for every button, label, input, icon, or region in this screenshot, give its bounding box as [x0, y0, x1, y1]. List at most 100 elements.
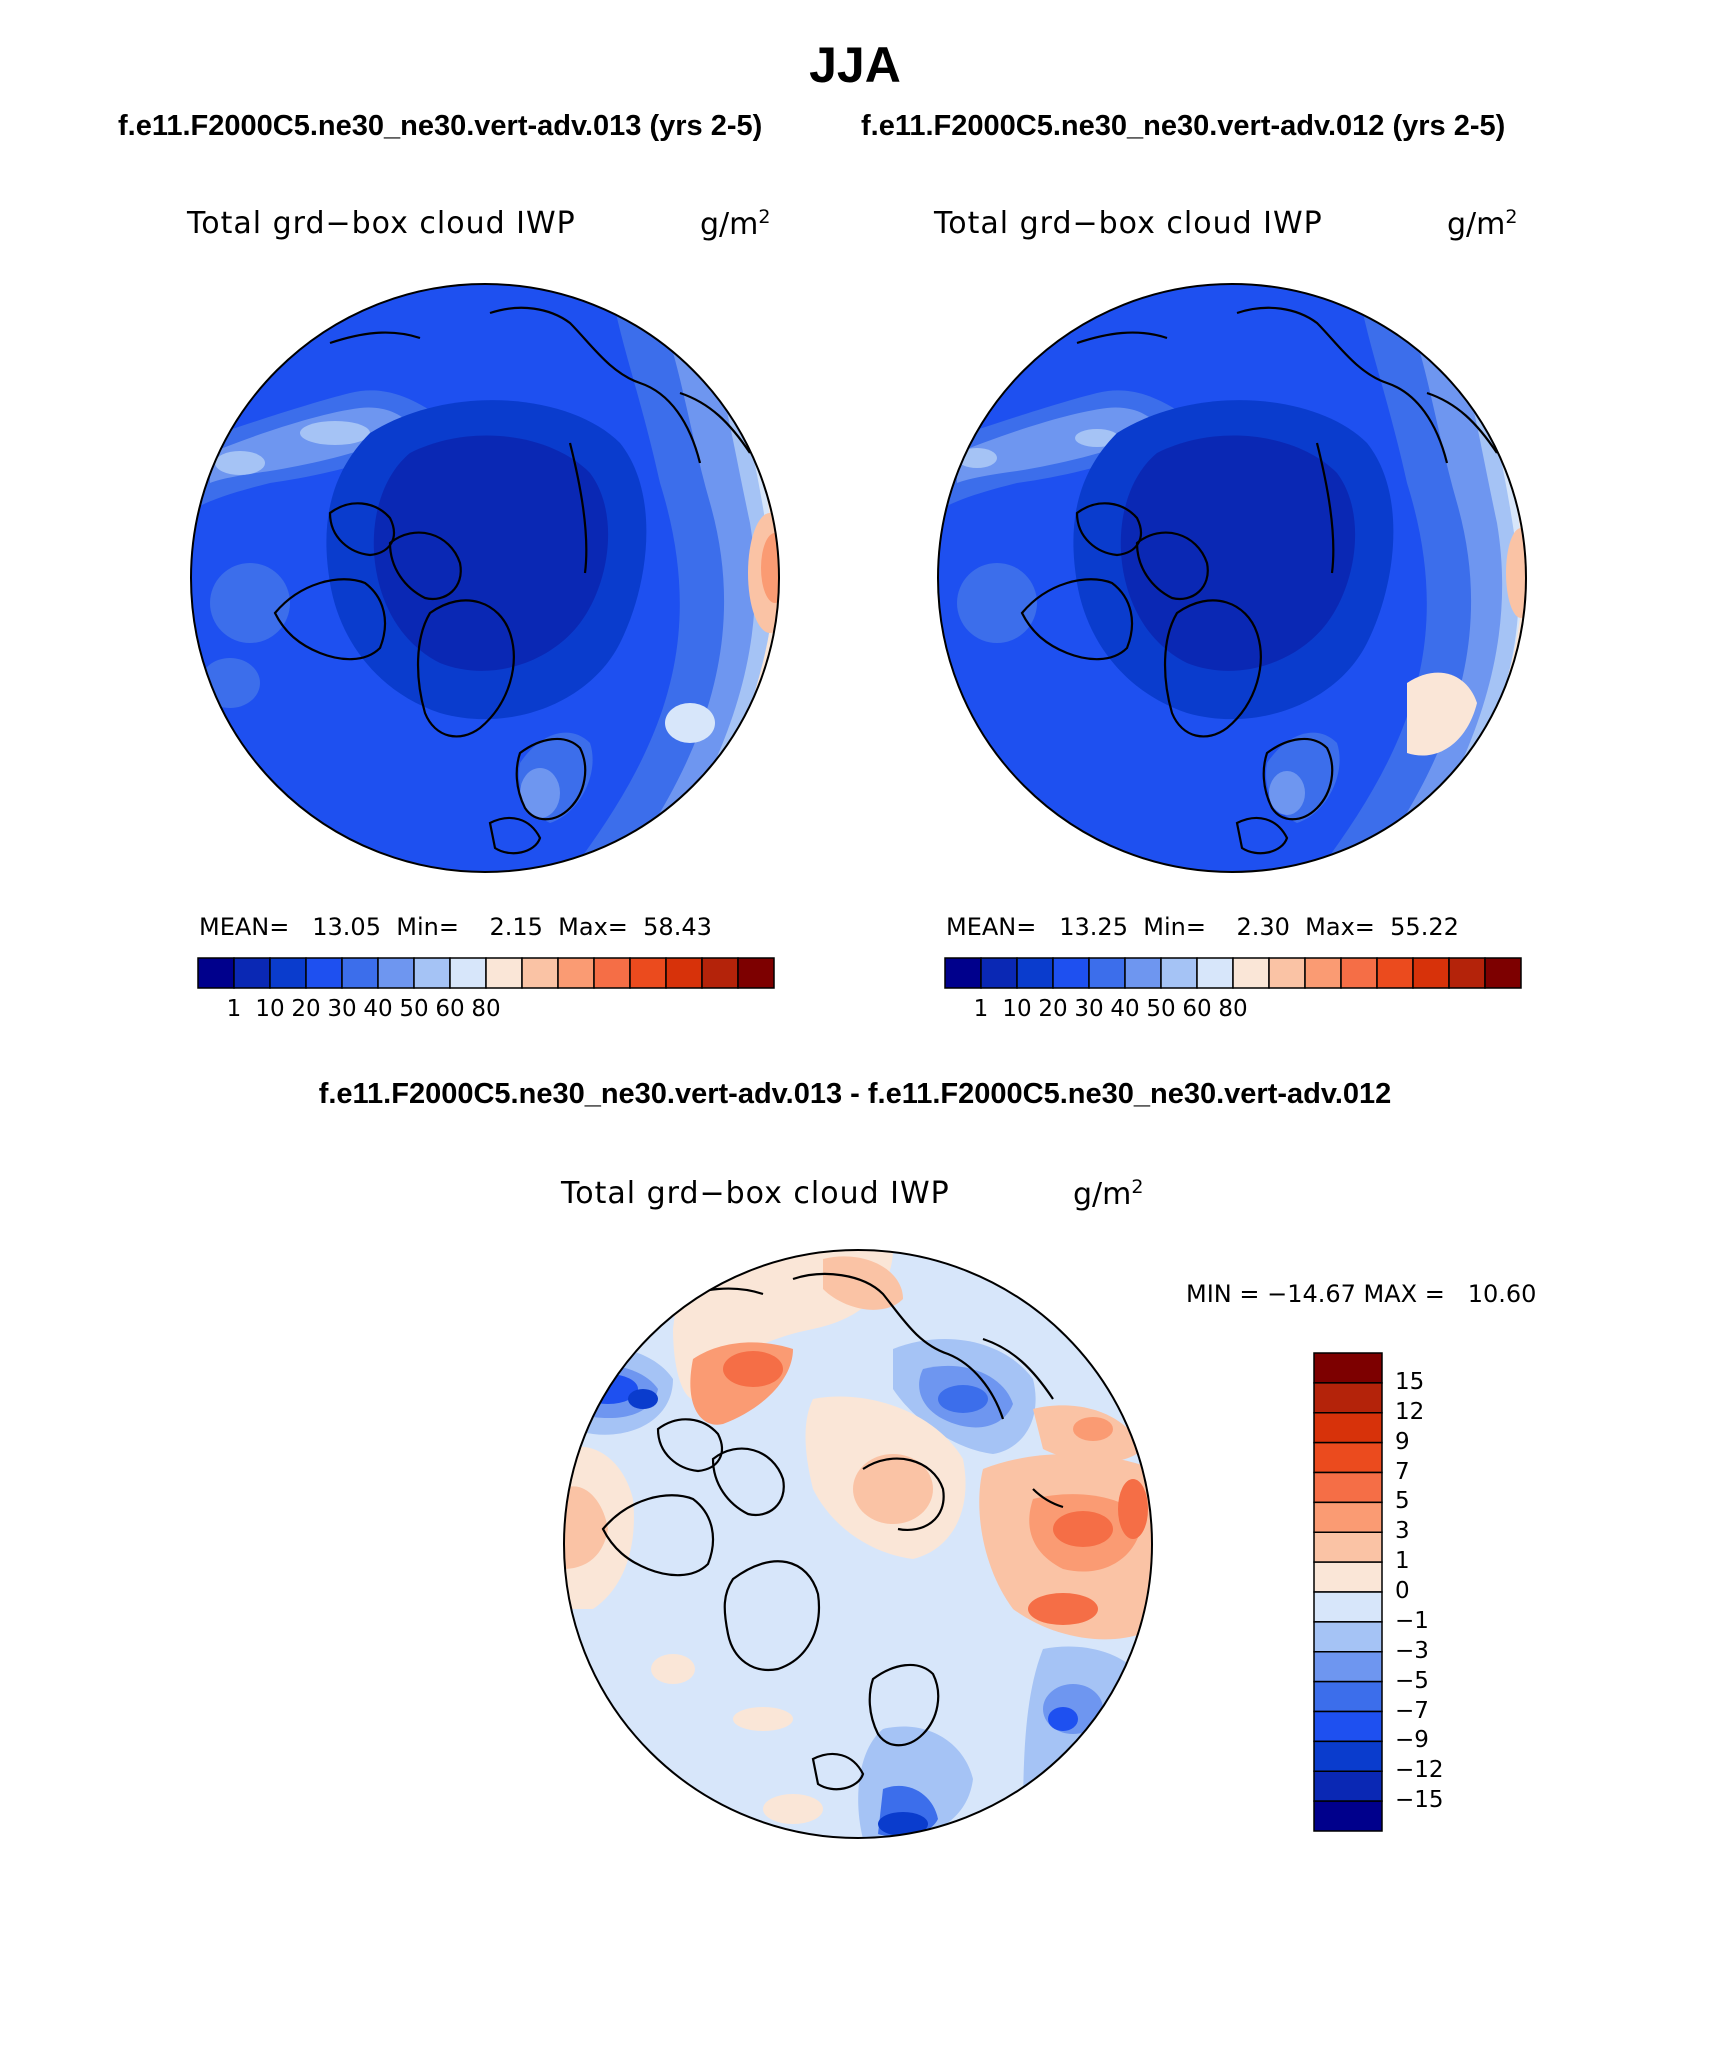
- panel3-minmax: MIN = −14.67 MAX = 10.60: [1186, 1280, 1537, 1308]
- colorbar-swatch: [1313, 1621, 1383, 1653]
- colorbar-tick-label: 1: [226, 996, 242, 1022]
- colorbar-tick-label: 80: [1218, 996, 1248, 1022]
- colorbar-tick-label: 10: [255, 996, 285, 1022]
- colorbar-swatch: [944, 957, 982, 989]
- colorbar-tick-label: 20: [291, 996, 321, 1022]
- colorbar-tick-label: 30: [1074, 996, 1104, 1022]
- colorbar-swatch: [1313, 1651, 1383, 1683]
- colorbar-swatch: [377, 957, 415, 989]
- colorbar-swatch: [1313, 1561, 1383, 1593]
- colorbar-swatch: [197, 957, 235, 989]
- colorbar-swatch: [1313, 1501, 1383, 1533]
- colorbar-swatch: [593, 957, 631, 989]
- colorbar-swatch: [1232, 957, 1270, 989]
- difference-header: f.e11.F2000C5.ne30_ne30.vert-adv.013 - f…: [318, 1078, 1392, 1110]
- colorbar-swatch: [1448, 957, 1486, 989]
- panel1-stats: MEAN= 13.05 Min= 2.15 Max= 58.43: [199, 913, 712, 941]
- panel2-stats: MEAN= 13.25 Min= 2.30 Max= 55.22: [946, 913, 1459, 941]
- colorbar-swatch: [1313, 1770, 1383, 1802]
- colorbar-swatch: [341, 957, 379, 989]
- panel2-colorbar: [944, 957, 1522, 989]
- colorbar-swatch: [1124, 957, 1162, 989]
- colorbar-swatch: [305, 957, 343, 989]
- panel2-polar-map: [937, 283, 1527, 873]
- panel1-colorbar-ticks: 1 10 20 30 40 50 60 80: [197, 996, 775, 1026]
- colorbar-swatch: [1412, 957, 1450, 989]
- colorbar-tick-label: −7: [1395, 1697, 1429, 1724]
- colorbar-swatch: [1160, 957, 1198, 989]
- panel3-variable-label: Total grd−box cloud IWP: [561, 1176, 950, 1211]
- colorbar-swatch: [1313, 1591, 1383, 1623]
- colorbar-swatch: [1088, 957, 1126, 989]
- colorbar-swatch: [1313, 1740, 1383, 1772]
- colorbar-swatch: [485, 957, 523, 989]
- colorbar-swatch: [557, 957, 595, 989]
- colorbar-swatch: [1313, 1441, 1383, 1474]
- colorbar-swatch: [1313, 1531, 1383, 1563]
- panel1-polar-map: [190, 283, 780, 873]
- colorbar-swatch: [1313, 1412, 1383, 1444]
- colorbar-tick-label: 60: [435, 996, 465, 1022]
- colorbar-swatch: [1016, 957, 1054, 989]
- panel3-unit: g/m2: [1073, 1176, 1144, 1212]
- colorbar-swatch: [1376, 957, 1414, 989]
- colorbar-tick-label: 50: [1146, 996, 1176, 1022]
- colorbar-swatch: [1313, 1710, 1383, 1743]
- colorbar-swatch: [665, 957, 703, 989]
- panel2-unit: g/m2: [1447, 206, 1518, 242]
- colorbar-tick-label: 40: [1110, 996, 1140, 1022]
- colorbar-tick-label: 10: [1002, 996, 1032, 1022]
- colorbar-tick-label: 15: [1395, 1368, 1425, 1395]
- colorbar-swatch: [233, 957, 271, 989]
- colorbar-tick-label: −9: [1395, 1727, 1429, 1754]
- colorbar-swatch: [1313, 1680, 1383, 1713]
- right-case-header: f.e11.F2000C5.ne30_ne30.vert-adv.012 (yr…: [861, 110, 1506, 142]
- colorbar-tick-label: 30: [327, 996, 357, 1022]
- panel3-colorbar-ticks: 15 12 9 7 5 3 1 0 −1 −3 −5 −7 −9 −12 −15: [1395, 1352, 1475, 1832]
- colorbar-tick-label: 60: [1182, 996, 1212, 1022]
- colorbar-swatch: [1052, 957, 1090, 989]
- colorbar-swatch: [1196, 957, 1234, 989]
- colorbar-swatch: [449, 957, 487, 989]
- colorbar-swatch: [269, 957, 307, 989]
- colorbar-swatch: [1340, 957, 1378, 989]
- colorbar-swatch: [1484, 957, 1522, 989]
- colorbar-swatch: [1313, 1800, 1383, 1832]
- colorbar-swatch: [980, 957, 1018, 989]
- colorbar-swatch: [1313, 1382, 1383, 1414]
- colorbar-tick-label: 50: [399, 996, 429, 1022]
- panel1-colorbar: [197, 957, 775, 989]
- panel3-difference-map: [563, 1249, 1153, 1839]
- colorbar-tick-label: −12: [1395, 1757, 1444, 1784]
- panel1-unit: g/m2: [700, 206, 771, 242]
- colorbar-tick-label: −5: [1395, 1667, 1429, 1694]
- colorbar-swatch: [521, 957, 559, 989]
- colorbar-swatch: [701, 957, 739, 989]
- page-title: JJA: [809, 37, 901, 93]
- panel1-variable-label: Total grd−box cloud IWP: [187, 206, 576, 241]
- colorbar-tick-label: 20: [1038, 996, 1068, 1022]
- colorbar-tick-label: 40: [363, 996, 393, 1022]
- colorbar-swatch: [1268, 957, 1306, 989]
- colorbar-tick-label: −1: [1395, 1607, 1429, 1634]
- colorbar-tick-label: 7: [1395, 1458, 1410, 1485]
- colorbar-tick-label: −15: [1395, 1787, 1444, 1814]
- colorbar-tick-label: 1: [973, 996, 989, 1022]
- panel2-colorbar-ticks: 1 10 20 30 40 50 60 80: [944, 996, 1522, 1026]
- colorbar-swatch: [1313, 1471, 1383, 1504]
- colorbar-tick-label: 3: [1395, 1518, 1410, 1545]
- colorbar-swatch: [1313, 1352, 1383, 1384]
- colorbar-tick-label: 0: [1395, 1578, 1410, 1604]
- colorbar-swatch: [737, 957, 775, 989]
- panel2-variable-label: Total grd−box cloud IWP: [934, 206, 1323, 241]
- left-case-header: f.e11.F2000C5.ne30_ne30.vert-adv.013 (yr…: [118, 110, 763, 142]
- colorbar-tick-label: 1: [1395, 1548, 1410, 1575]
- panel3-colorbar: [1313, 1352, 1383, 1832]
- colorbar-tick-label: 80: [471, 996, 501, 1022]
- colorbar-tick-label: 9: [1395, 1428, 1410, 1455]
- colorbar-swatch: [629, 957, 667, 989]
- colorbar-swatch: [1304, 957, 1342, 989]
- colorbar-tick-label: −3: [1395, 1637, 1429, 1664]
- colorbar-tick-label: 12: [1395, 1398, 1425, 1425]
- colorbar-tick-label: 5: [1395, 1488, 1410, 1515]
